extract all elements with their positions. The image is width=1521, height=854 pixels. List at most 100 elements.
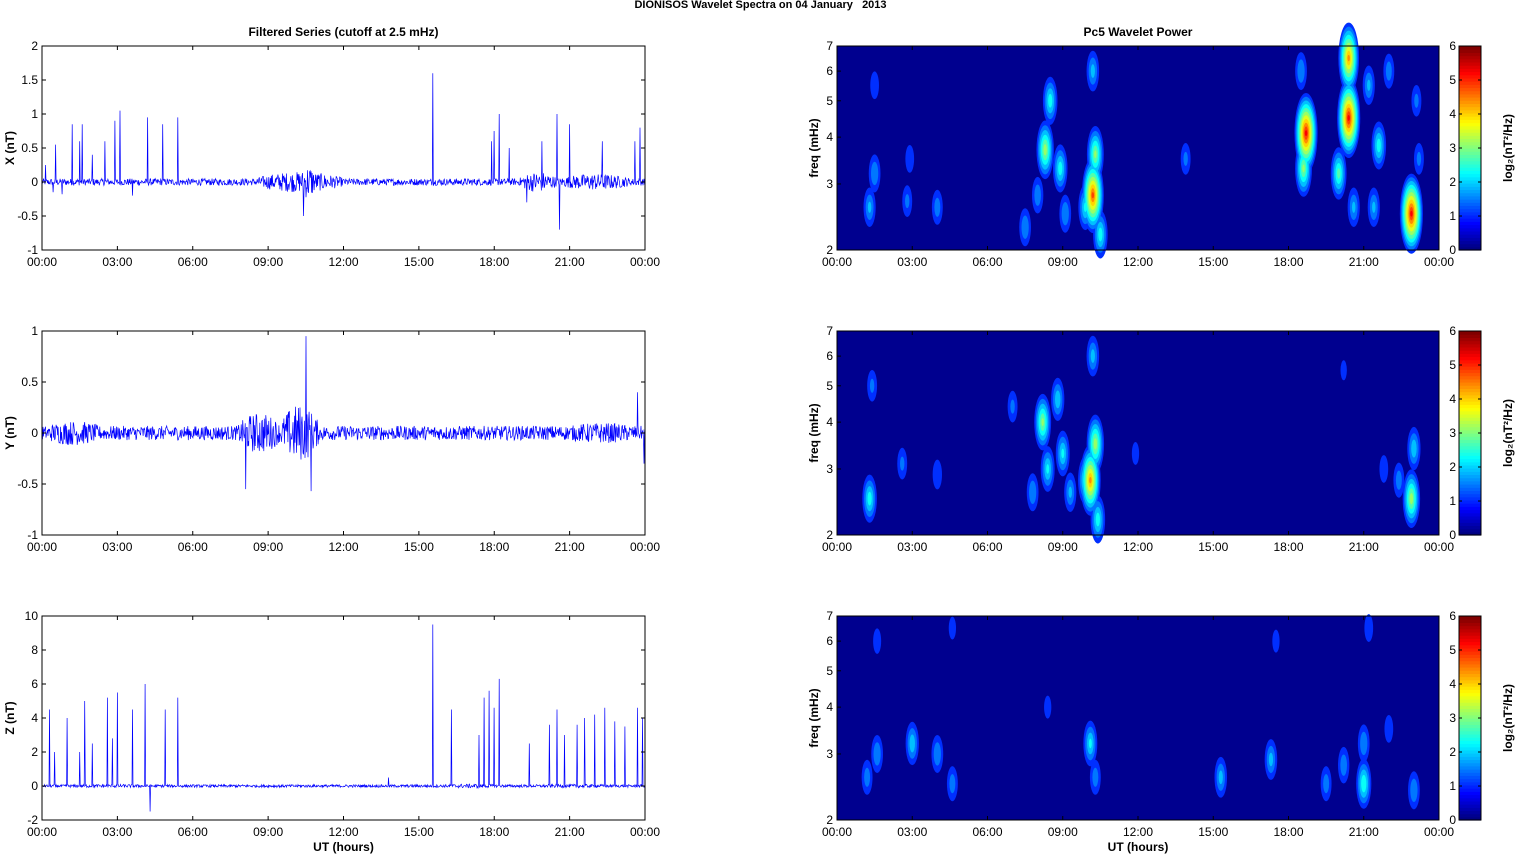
series-z-line-chart: -2 0 2 4 6 8 10 Z (nT) UT (hours) (3, 609, 646, 854)
colorbar-label: log₂(nT²/Hz) (1501, 114, 1515, 182)
spectrum-1-background (837, 331, 1439, 535)
colorbar-swatch (1459, 128, 1481, 133)
series-x-xtick-label: 03:00 (102, 255, 132, 269)
colorbar-swatch (1459, 686, 1481, 690)
series-z-xtick-label: 00:00 (27, 825, 57, 839)
spectrum-0-power-blob (1372, 201, 1376, 213)
colorbar-swatch (1459, 237, 1481, 242)
colorbar-swatch (1459, 772, 1481, 776)
spectrum-1-xtick-label: 18:00 (1273, 540, 1303, 554)
spectrum-1-ylabel: freq (mHz) (807, 403, 821, 462)
spectrum-0-power-blob (871, 161, 879, 186)
colorbar-swatch (1459, 647, 1481, 652)
spectrum-0-heatmap: 2 3 4 5 6 7 freq (mHz) Pc5 Wavelet Power (807, 22, 1440, 259)
colorbar-swatch (1459, 439, 1481, 444)
spectrum-1-ytick-label: 4 (826, 415, 833, 429)
spectrum-1-power-blob (869, 378, 875, 393)
colorbar-swatch (1459, 641, 1481, 646)
series-z-trace (41, 624, 646, 812)
series-x-line-chart: -1 -0.5 0 0.5 1 1.5 2 X (nT) Filtered Series (cu… (3, 25, 646, 257)
colorbar-swatch (1459, 730, 1481, 735)
colorbar-tick-label: 3 (1449, 426, 1456, 440)
spectrum-2-power-blob (909, 734, 915, 753)
colorbar-swatch (1459, 230, 1481, 235)
series-y-xtick-label: 15:00 (404, 540, 434, 554)
colorbar-swatch (1459, 151, 1481, 155)
colorbar-swatch (1459, 468, 1481, 472)
spectrum-0-ytick-label: 4 (826, 130, 833, 144)
spectrum-0-power-blob (1376, 138, 1381, 153)
series-y-xtick-label: 09:00 (253, 540, 283, 554)
colorbar-swatch (1459, 759, 1481, 764)
colorbar-swatch (1459, 138, 1481, 143)
series-y-xtick-label: 06:00 (178, 540, 208, 554)
colorbar-tick-label: 1 (1449, 779, 1456, 793)
colorbar-swatch (1459, 141, 1481, 146)
colorbar-swatch (1459, 708, 1481, 713)
series-z-ylabel: Z (nT) (3, 701, 17, 734)
colorbar-swatch (1459, 87, 1481, 92)
series-z-xtick-label: 06:00 (178, 825, 208, 839)
spectrum-2-power-blob (1044, 695, 1052, 719)
colorbar-swatch (1459, 442, 1481, 447)
colorbar-swatch (1459, 775, 1481, 780)
colorbar-swatch (1459, 52, 1481, 57)
colorbar-swatch (1459, 436, 1481, 440)
colorbar-swatch (1459, 528, 1481, 533)
colorbar-swatch (1459, 682, 1481, 687)
colorbar-swatch (1459, 445, 1481, 450)
colorbar-swatch (1459, 359, 1481, 364)
spectrum-0-power-blob (1347, 114, 1350, 121)
series-x-ytick-label: 0 (31, 175, 38, 189)
colorbar-swatch (1459, 179, 1481, 184)
colorbar-swatch (1459, 781, 1481, 786)
spectrum-0-xtick-label: 21:00 (1349, 255, 1379, 269)
spectrum-1-xtick-label: 00:00 (1424, 540, 1454, 554)
colorbar-swatch (1459, 420, 1481, 425)
colorbar-swatch (1459, 176, 1481, 181)
colorbar-swatch (1459, 375, 1481, 380)
colorbar-swatch (1459, 714, 1481, 719)
series-y-xtick-label: 12:00 (328, 540, 358, 554)
colorbar-swatch (1459, 183, 1481, 187)
colorbar-swatch (1459, 362, 1481, 367)
colorbar-swatch (1459, 477, 1481, 482)
colorbar-swatch (1459, 679, 1481, 684)
colorbar-swatch (1459, 334, 1481, 338)
series-z-ytick-label: 8 (31, 643, 38, 657)
colorbar-swatch (1459, 84, 1481, 89)
series-y-xtick-label: 21:00 (555, 540, 585, 554)
spectrum-2-power-blob (1364, 614, 1374, 642)
colorbar-swatch (1459, 778, 1481, 783)
spectrum-0-xtick-label: 15:00 (1198, 255, 1228, 269)
colorbar-swatch (1459, 461, 1481, 466)
spectrum-2-ylabel: freq (mHz) (807, 688, 821, 747)
colorbar-swatch (1459, 397, 1481, 402)
spectrum-1-power-blob (900, 456, 905, 471)
spectrum-1-power-blob (1090, 349, 1095, 363)
spectrum-1-ytick-label: 3 (826, 462, 833, 476)
colorbar-swatch (1459, 631, 1481, 636)
series-y-ytick-label: -0.5 (17, 477, 38, 491)
colorbar-swatch (1459, 388, 1481, 393)
colorbar-tick-label: 4 (1449, 107, 1456, 121)
spectrum-2-xtick-label: 15:00 (1198, 825, 1228, 839)
colorbar-swatch (1459, 807, 1481, 812)
spectrum-2-power-blob (1323, 774, 1330, 794)
spectrum-0-ytick-label: 7 (826, 39, 833, 53)
colorbar-swatch (1459, 125, 1481, 130)
colorbar-swatch (1459, 519, 1481, 523)
colorbar-swatch (1459, 515, 1481, 520)
right-panel-title: Pc5 Wavelet Power (1084, 25, 1193, 39)
colorbar-swatch (1459, 401, 1481, 405)
colorbar-swatch (1459, 192, 1481, 197)
spectrum-0-ytick-label: 2 (826, 243, 833, 257)
colorbar-swatch (1459, 119, 1481, 124)
colorbar-swatch (1459, 452, 1481, 456)
colorbar-swatch (1459, 660, 1481, 665)
colorbar-swatch (1459, 331, 1481, 335)
colorbar-swatch (1459, 673, 1481, 678)
colorbar-swatch (1459, 186, 1481, 191)
colorbar-tick-label: 0 (1449, 528, 1456, 542)
colorbar-swatch (1459, 205, 1481, 210)
